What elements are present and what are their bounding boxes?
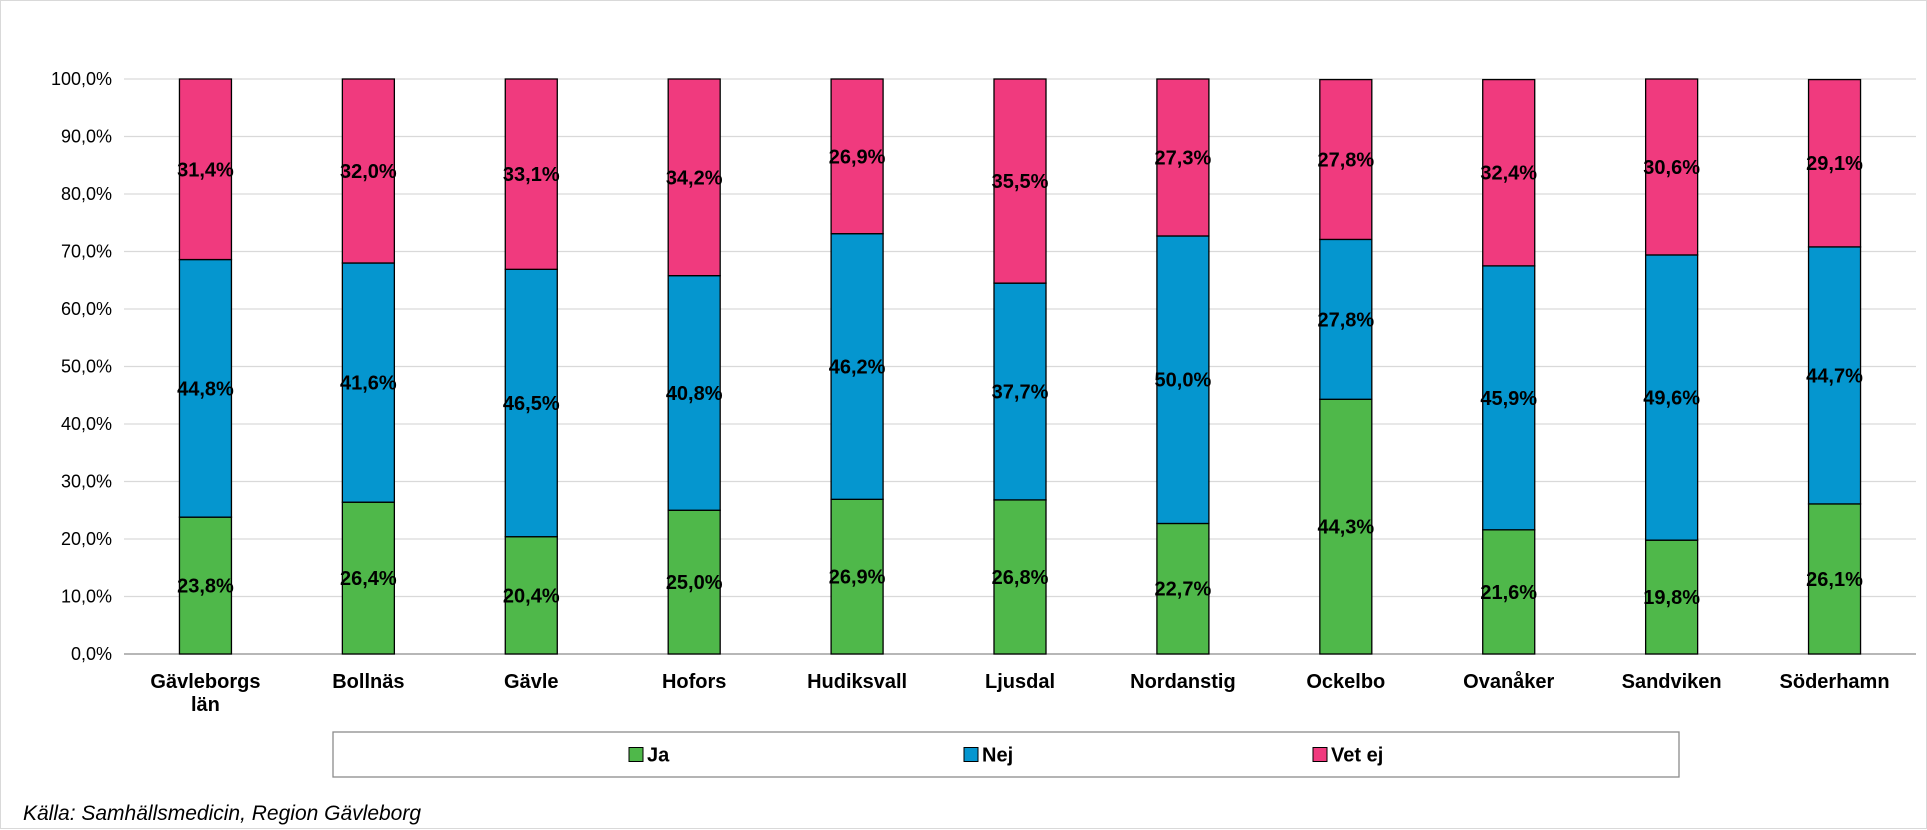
- x-tick-label: Ljusdal: [985, 671, 1055, 693]
- legend-box: [332, 731, 1680, 778]
- data-label: 46,2%: [829, 357, 886, 379]
- bar-segment: [1482, 78, 1536, 267]
- data-label: 23,8%: [177, 576, 234, 598]
- legend-swatch: [963, 747, 979, 762]
- data-label: 32,4%: [1480, 163, 1537, 185]
- y-tick-label: 40,0%: [61, 414, 112, 434]
- data-label: 45,9%: [1480, 388, 1537, 410]
- y-tick-label: 100,0%: [51, 69, 112, 89]
- y-tick-label: 50,0%: [61, 357, 112, 377]
- legend-swatch: [628, 747, 644, 762]
- bar-segment: [1807, 78, 1862, 248]
- data-label: 26,4%: [340, 568, 397, 590]
- data-label: 50,0%: [1155, 370, 1212, 392]
- data-label: 20,4%: [503, 585, 560, 607]
- data-label: 44,8%: [177, 378, 234, 400]
- data-label: 29,1%: [1806, 153, 1863, 175]
- data-label: 27,8%: [1317, 309, 1374, 331]
- x-tick-label: Ovanåker: [1463, 670, 1554, 693]
- data-label: 40,8%: [666, 383, 723, 405]
- data-label: 46,5%: [503, 393, 560, 415]
- y-tick-label: 80,0%: [61, 184, 112, 204]
- bar-segment: [830, 78, 884, 235]
- data-label: 31,4%: [177, 159, 234, 181]
- y-tick-label: 70,0%: [61, 242, 112, 262]
- data-label: 49,6%: [1643, 388, 1700, 410]
- data-label: 34,2%: [666, 167, 723, 189]
- y-tick-label: 60,0%: [61, 299, 112, 319]
- y-tick-label: 30,0%: [61, 472, 112, 492]
- y-tick-label: 20,0%: [61, 529, 112, 549]
- bar-segment: [667, 274, 721, 511]
- data-label: 22,7%: [1155, 579, 1212, 601]
- bar-segment: [504, 78, 558, 270]
- data-label: 44,7%: [1806, 365, 1863, 387]
- y-tick-label: 90,0%: [61, 127, 112, 147]
- data-label: 44,3%: [1317, 517, 1374, 539]
- x-tick-label: Hudiksvall: [807, 671, 907, 693]
- x-tick-label: Gävleborgs: [150, 671, 260, 693]
- x-tick-label: Söderhamn: [1780, 671, 1890, 693]
- legend-label: Nej: [982, 745, 1013, 767]
- legend-swatch: [1312, 747, 1328, 762]
- bar-segment: [341, 78, 396, 264]
- x-tick-label: Nordanstig: [1130, 671, 1236, 693]
- x-tick-label: Hofors: [662, 671, 726, 693]
- bar-segment: [1482, 529, 1536, 655]
- bar-segment: [667, 78, 721, 277]
- data-label: 37,7%: [992, 382, 1049, 404]
- bar-segment: [1807, 503, 1862, 655]
- bar-segment: [667, 509, 721, 655]
- bar-segment: [993, 499, 1047, 655]
- bar-segment: [1156, 235, 1210, 525]
- data-label: 26,8%: [992, 567, 1049, 589]
- bar-segment: [1807, 246, 1862, 505]
- data-label: 25,0%: [666, 572, 723, 594]
- x-tick-label: Sandviken: [1622, 671, 1722, 693]
- data-label: 30,6%: [1643, 157, 1700, 179]
- bar-segment: [178, 78, 233, 261]
- legend-label: Ja: [647, 745, 670, 767]
- data-label: 21,6%: [1480, 582, 1537, 604]
- bar-segment: [993, 78, 1047, 284]
- bar-segment: [1644, 539, 1699, 655]
- x-tick-label: Ockelbo: [1306, 671, 1385, 693]
- bar-segment: [178, 258, 233, 518]
- bar-segment: [1319, 238, 1373, 400]
- x-tick-label: Gävle: [504, 671, 558, 693]
- data-label: 32,0%: [340, 161, 397, 183]
- bar-segment: [1319, 398, 1373, 655]
- bar-segment: [504, 268, 558, 538]
- bar-segment: [1319, 78, 1373, 241]
- bar-segment: [341, 501, 396, 655]
- bar-segment: [830, 498, 884, 655]
- bar-segment: [1156, 522, 1210, 655]
- data-label: 26,1%: [1806, 569, 1863, 591]
- data-label: 26,9%: [829, 567, 886, 589]
- y-tick-label: 0,0%: [71, 644, 112, 664]
- bar-segment: [1156, 78, 1210, 237]
- data-label: 19,8%: [1643, 587, 1700, 609]
- x-tick-label: län: [191, 694, 220, 716]
- bar-segment: [1644, 254, 1699, 541]
- y-tick-label: 10,0%: [61, 587, 112, 607]
- data-label: 27,3%: [1155, 147, 1212, 169]
- bar-segment: [1644, 78, 1699, 256]
- legend-label: Vet ej: [1331, 745, 1383, 767]
- x-tick-label: Bollnäs: [332, 671, 404, 693]
- bar-segment: [341, 262, 396, 503]
- bar-segment: [178, 516, 233, 655]
- data-label: 26,9%: [829, 146, 886, 168]
- data-label: 27,8%: [1317, 150, 1374, 172]
- data-label: 35,5%: [992, 171, 1049, 193]
- source-note: Källa: Samhällsmedicin, Region Gävleborg: [23, 802, 422, 825]
- data-label: 41,6%: [340, 373, 397, 395]
- data-label: 33,1%: [503, 164, 560, 186]
